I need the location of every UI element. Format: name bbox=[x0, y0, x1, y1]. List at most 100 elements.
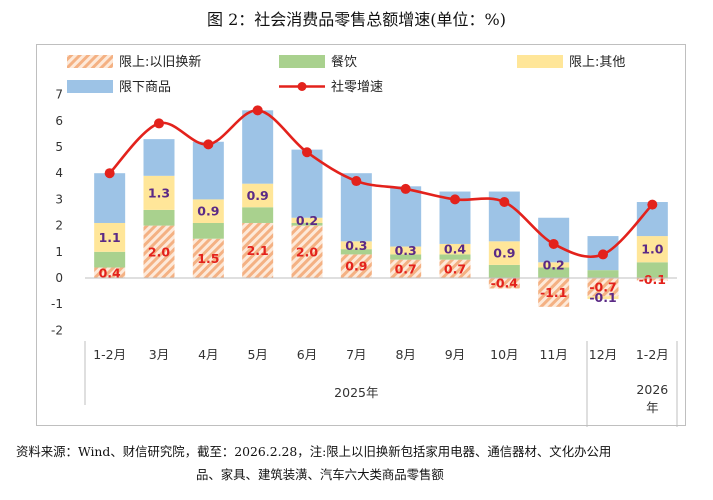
legend-swatch-餐饮 bbox=[279, 55, 325, 68]
x-group-label: 2026 年 bbox=[636, 382, 668, 415]
x-tick-label: 5月 bbox=[247, 347, 267, 362]
x-tick-label: 11月 bbox=[539, 347, 567, 362]
legend-label-限上-以旧换新: 限上:以旧换新 bbox=[119, 54, 201, 70]
bar-限上-以旧换新 bbox=[94, 267, 126, 278]
legend-label-限下商品: 限下商品 bbox=[119, 80, 171, 95]
data-label-layer: 0.42.0 1.52.1 2.00.9 0.7 0.7-0.4-1.1 -0.7-0.1… bbox=[99, 185, 666, 305]
bar-限上-以旧换新 bbox=[488, 278, 520, 289]
y-tick-label: 0 bbox=[55, 271, 63, 285]
y-tick-label: 1 bbox=[55, 245, 63, 259]
bar-餐饮 bbox=[538, 267, 570, 278]
data-label: 2.1 bbox=[247, 243, 269, 258]
bar-限上-以旧换新 bbox=[636, 278, 668, 281]
line-point-社零增速 bbox=[598, 249, 608, 260]
bar-餐饮 bbox=[340, 249, 372, 255]
line-point-社零增速 bbox=[400, 183, 411, 194]
figure-title: 图 2：社会消费品零售总额增速(单位：%) bbox=[207, 10, 506, 29]
bar-限上-其他 bbox=[94, 222, 126, 252]
bar-餐饮 bbox=[192, 222, 224, 239]
bar-餐饮 bbox=[390, 254, 422, 260]
data-label: -0.7 bbox=[589, 280, 616, 295]
bar-限上-以旧换新 bbox=[192, 238, 224, 278]
source-note-line-1: 资料来源：Wind、财信研究院，截至：2026.2.28，注:限上以旧换新包括家… bbox=[16, 444, 612, 459]
bar-限上-其他 bbox=[636, 236, 668, 263]
line-point-社零增速 bbox=[302, 147, 312, 158]
line-point-社零增速 bbox=[252, 105, 263, 116]
x-tick-label: 12月 bbox=[589, 347, 617, 362]
bar-限上-其他 bbox=[242, 183, 274, 208]
data-label: 1.3 bbox=[148, 185, 170, 200]
bar-餐饮 bbox=[291, 222, 323, 226]
data-label: -0.1 bbox=[589, 290, 616, 305]
bar-限下商品 bbox=[192, 141, 224, 200]
bar-限上-其他 bbox=[192, 199, 224, 223]
data-label: 2.0 bbox=[296, 244, 318, 259]
bar-限上-其他 bbox=[439, 243, 471, 255]
bar-限下商品 bbox=[390, 186, 422, 247]
x-tick-label: 9月 bbox=[445, 347, 465, 362]
line-社零增速 bbox=[108, 109, 654, 259]
data-label: 2.0 bbox=[148, 244, 170, 259]
y-tick-label: 6 bbox=[55, 114, 63, 128]
bar-限上-其他 bbox=[291, 217, 323, 223]
line-point-社零增速 bbox=[154, 118, 164, 129]
bar-限上-其他 bbox=[390, 246, 422, 255]
bar-限上-其他 bbox=[143, 175, 175, 210]
bar-餐饮 bbox=[488, 264, 520, 278]
line-point-社零增速 bbox=[203, 139, 214, 150]
data-label: 1.1 bbox=[99, 230, 121, 245]
x-tick-label: 3月 bbox=[149, 347, 169, 362]
data-label: 0.9 bbox=[493, 246, 515, 261]
bar-餐饮 bbox=[636, 262, 668, 278]
bar-餐饮 bbox=[587, 270, 619, 278]
x-tick-label: 1-2月 bbox=[636, 347, 669, 362]
bar-餐饮 bbox=[143, 209, 175, 226]
y-tick-label: 3 bbox=[55, 192, 63, 206]
bar-限上-以旧换新 bbox=[340, 254, 372, 278]
y-tick-label: 4 bbox=[55, 166, 63, 180]
bar-限上-以旧换新 bbox=[538, 278, 570, 307]
x-tick-label: 1-2月 bbox=[93, 347, 126, 362]
data-label: 1.5 bbox=[197, 251, 219, 266]
data-label: -1.1 bbox=[540, 285, 567, 300]
data-label: 0.7 bbox=[444, 261, 466, 276]
y-axis: -2 -1 0 1 2 3 4 5 6 7 bbox=[51, 88, 63, 338]
x-tick-label: 6月 bbox=[297, 347, 317, 362]
line-point-社零增速 bbox=[548, 238, 559, 249]
bar-限上-以旧换新 bbox=[439, 259, 471, 278]
data-label: 0.4 bbox=[444, 242, 466, 257]
bar-限上-以旧换新 bbox=[587, 278, 619, 297]
data-label: 0.3 bbox=[395, 243, 417, 258]
bar-餐饮 bbox=[439, 254, 471, 260]
legend-swatch-限下商品 bbox=[67, 80, 113, 93]
bar-限上-其他 bbox=[340, 241, 372, 250]
bar-限上-以旧换新 bbox=[242, 222, 274, 278]
line-point-社零增速 bbox=[351, 176, 362, 187]
bar-餐饮 bbox=[242, 207, 274, 223]
x-tick-label: 7月 bbox=[346, 347, 366, 362]
data-label: 0.3 bbox=[345, 238, 367, 253]
y-tick-label: 2 bbox=[55, 219, 63, 233]
chart-frame: 限上:以旧换新 餐饮 限上:其他 限下商品 社零增速 -2 -1 0 1 2 3 4 5 6 7 0.4 2… bbox=[36, 44, 686, 427]
bar-限上-其他 bbox=[587, 296, 619, 299]
y-tick-label: 7 bbox=[55, 88, 63, 102]
data-label: 0.4 bbox=[99, 265, 121, 280]
bar-限上-以旧换新 bbox=[390, 259, 422, 278]
bar-限上-以旧换新 bbox=[291, 225, 323, 278]
data-label: 0.9 bbox=[345, 259, 367, 274]
y-tick-label: 5 bbox=[55, 140, 63, 154]
data-label: 1.0 bbox=[641, 242, 663, 257]
data-label: 0.7 bbox=[395, 261, 417, 276]
bar-限下商品 bbox=[242, 110, 274, 184]
x-group-label-part: 2026 bbox=[636, 382, 668, 397]
bar-限下商品 bbox=[94, 173, 126, 223]
bar-限下商品 bbox=[143, 139, 175, 176]
legend-marker-社零增速 bbox=[297, 82, 307, 91]
legend-swatch-限上-其他 bbox=[517, 55, 563, 68]
bar-layer bbox=[94, 110, 668, 307]
data-label: 0.9 bbox=[197, 204, 219, 219]
data-label: 0.9 bbox=[247, 188, 269, 203]
legend-label-餐饮: 餐饮 bbox=[331, 54, 357, 70]
